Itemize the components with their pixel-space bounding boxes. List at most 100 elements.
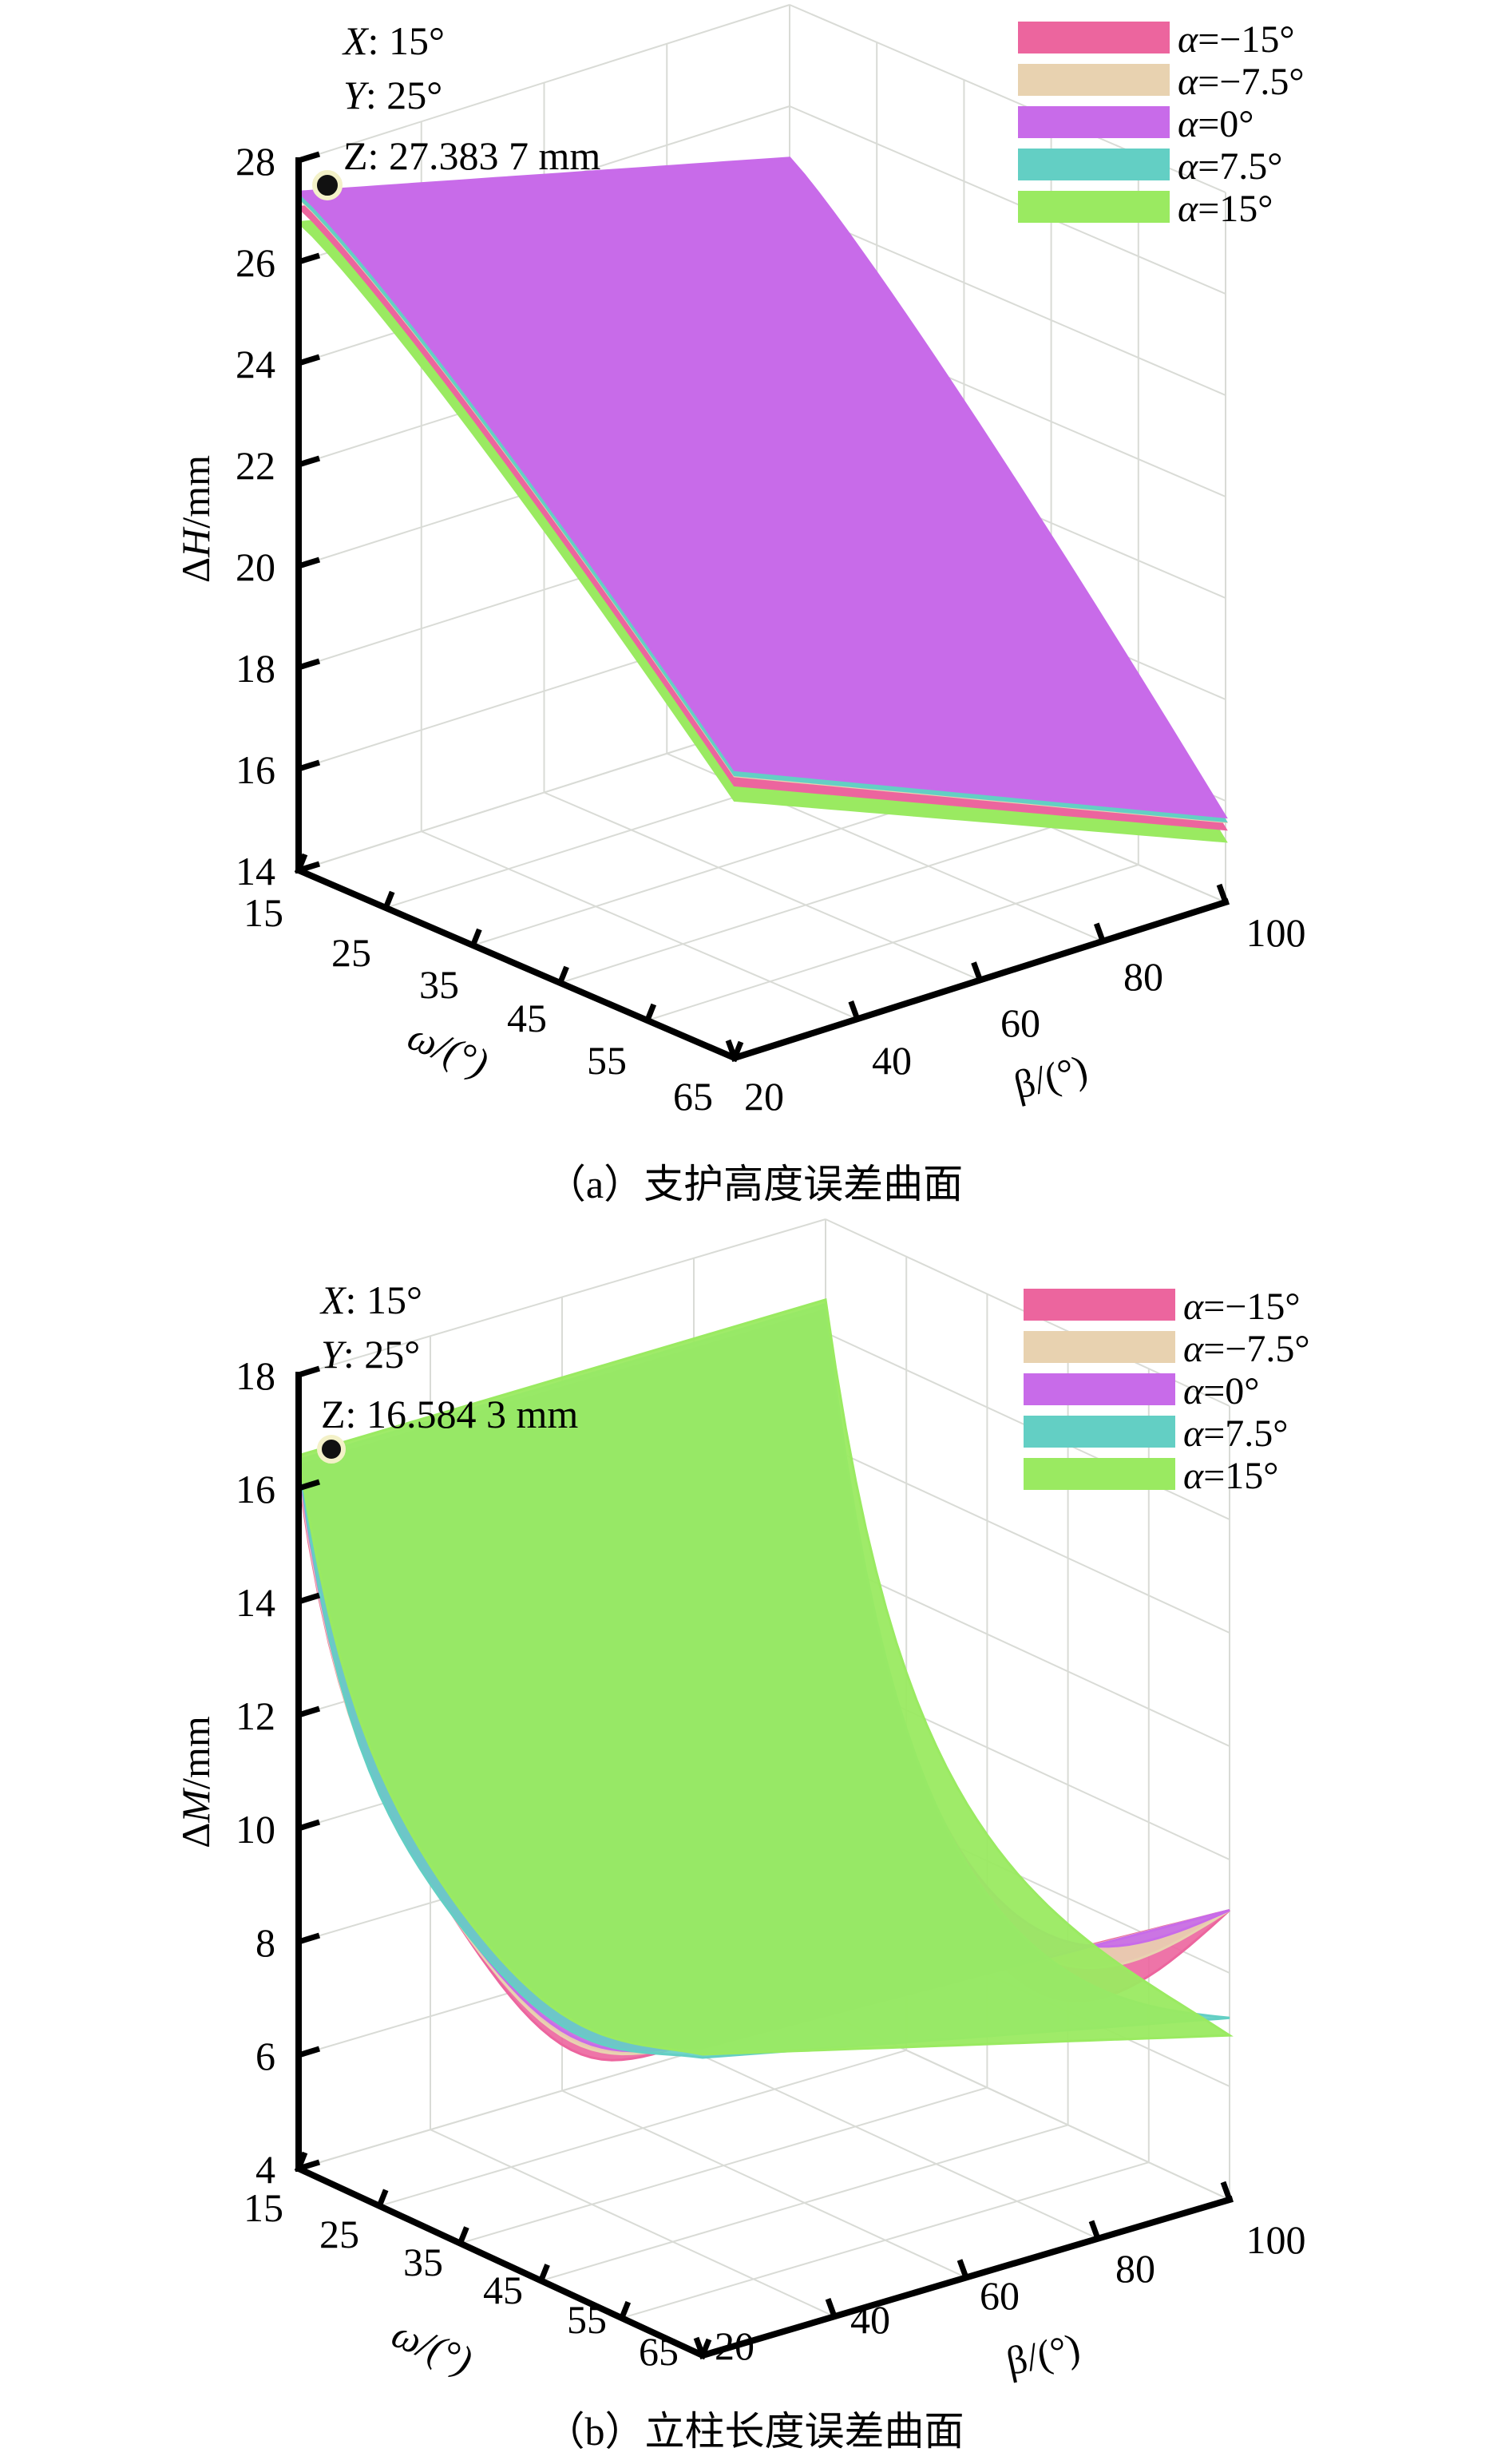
omega-tick-label: 65 bbox=[673, 1074, 713, 1119]
surface-series bbox=[295, 156, 1228, 819]
omega-tick-label: 35 bbox=[419, 962, 459, 1007]
z-tick bbox=[297, 1705, 321, 1718]
legend-swatch bbox=[1018, 191, 1170, 223]
floor-gridline bbox=[561, 2090, 967, 2279]
legend-swatch bbox=[1024, 1331, 1175, 1363]
beta-tick-label: 80 bbox=[1115, 2246, 1155, 2291]
chart-a-omega-axis bbox=[294, 866, 739, 1063]
beta-tick-label: 20 bbox=[744, 1074, 784, 1119]
z-tick-label: 6 bbox=[255, 2034, 275, 2078]
z-tick bbox=[297, 759, 321, 772]
legend-label: α=−15° bbox=[1178, 18, 1295, 61]
z-tick-label: 18 bbox=[236, 1353, 275, 1398]
beta-tick-label: 40 bbox=[850, 2297, 890, 2342]
datatip-marker[interactable] bbox=[317, 1435, 346, 1464]
legend-swatch bbox=[1018, 64, 1170, 96]
z-tick-label: 14 bbox=[236, 849, 275, 893]
legend-swatch bbox=[1024, 1416, 1175, 1448]
beta-tick-label: 100 bbox=[1246, 2217, 1306, 2262]
chart-a-ticks bbox=[295, 151, 1229, 1060]
chart-b-datatip: X: 15° Y: 25° Z: 16.584 3 mm bbox=[317, 1278, 578, 1464]
z-tick bbox=[297, 1819, 321, 1832]
side-wall-gridline bbox=[789, 207, 1226, 396]
side-wall-gridline bbox=[825, 1445, 1230, 1634]
z-tick-label: 16 bbox=[236, 1467, 275, 1511]
datatip-z: Z: 27.383 7 mm bbox=[343, 133, 600, 178]
beta-tick bbox=[825, 2298, 838, 2318]
z-tick-label: 4 bbox=[255, 2147, 275, 2192]
omega-tick-label: 15 bbox=[244, 2185, 283, 2230]
z-tick bbox=[297, 1592, 321, 1605]
chart-a-omega-axis-label: ω/(°) bbox=[402, 1013, 494, 1085]
z-tick bbox=[297, 2159, 321, 2172]
floor-gridline bbox=[544, 791, 980, 981]
omega-tick-label: 25 bbox=[331, 930, 371, 975]
omega-tick-label: 45 bbox=[483, 2268, 523, 2312]
omega-tick-label: 45 bbox=[507, 996, 547, 1040]
chart-a-beta-axis-label: β/(°) bbox=[1009, 1046, 1091, 1107]
omega-tick bbox=[619, 2300, 632, 2319]
chart-a-beta-tick-labels: 20 40 60 80 100 bbox=[744, 910, 1306, 1119]
chart-b-omega-tick-labels: 15 25 35 45 55 65 bbox=[244, 2185, 679, 2374]
z-tick bbox=[297, 2046, 321, 2058]
z-tick bbox=[297, 1479, 321, 1491]
chart-a-legend: α=−15°α=−7.5°α=0°α=7.5°α=15° bbox=[1018, 18, 1305, 230]
omega-tick bbox=[382, 890, 395, 909]
omega-tick bbox=[376, 2189, 389, 2208]
omega-tick-label: 35 bbox=[403, 2240, 443, 2284]
beta-tick bbox=[1220, 2181, 1233, 2201]
chart-a: 28 26 24 22 20 18 16 14 15 25 35 45 55 6… bbox=[173, 4, 1306, 1206]
chart-b-legend: α=−15°α=−7.5°α=0°α=7.5°α=15° bbox=[1024, 1285, 1310, 1497]
z-tick-label: 28 bbox=[236, 139, 275, 184]
legend-label: α=7.5° bbox=[1178, 145, 1282, 188]
legend-swatch bbox=[1018, 149, 1170, 180]
omega-tick-label: 15 bbox=[244, 890, 283, 935]
z-tick-label: 8 bbox=[255, 1920, 275, 1965]
beta-tick bbox=[693, 2336, 706, 2357]
chart-a-omega-tick-labels: 15 25 35 45 55 65 bbox=[244, 890, 713, 1119]
beta-tick bbox=[971, 961, 983, 981]
z-label-prefix: Δ bbox=[173, 557, 218, 583]
chart-b-z-axis-label: ΔM/mm bbox=[173, 1716, 218, 1848]
legend-label: α=0° bbox=[1178, 103, 1254, 145]
back-wall-gridline bbox=[298, 4, 790, 161]
z-tick bbox=[297, 252, 321, 265]
beta-tick bbox=[725, 1039, 738, 1060]
legend-label: α=15° bbox=[1178, 188, 1273, 230]
z-tick-label: 18 bbox=[236, 646, 275, 691]
omega-tick bbox=[457, 2226, 469, 2244]
z-tick bbox=[297, 455, 321, 468]
z-label-prefix: Δ bbox=[173, 1823, 218, 1848]
z-tick-label: 22 bbox=[236, 443, 275, 488]
beta-tick-label: 80 bbox=[1123, 954, 1163, 999]
omega-tick bbox=[538, 2264, 550, 2282]
omega-tick-label: 55 bbox=[587, 1038, 627, 1083]
floor-gridline bbox=[693, 2050, 1099, 2240]
z-tick-label: 12 bbox=[236, 1694, 275, 1738]
z-tick bbox=[297, 658, 321, 671]
chart-b: 18 16 14 12 10 8 6 4 15 25 35 45 55 65 2… bbox=[173, 1218, 1310, 2454]
chart-a-datatip: X: 15° Y: 25° Z: 27.383 7 mm bbox=[312, 18, 600, 200]
z-tick-label: 20 bbox=[236, 545, 275, 589]
chart-b-ticks bbox=[295, 1365, 1233, 2357]
floor-gridline bbox=[421, 830, 858, 1020]
beta-tick-label: 60 bbox=[980, 2273, 1020, 2318]
chart-a-surfaces bbox=[295, 156, 1228, 843]
legend-swatch bbox=[1024, 1289, 1175, 1321]
chart-b-omega-axis-label: ω/(°) bbox=[386, 2311, 478, 2383]
datatip-marker[interactable] bbox=[312, 170, 343, 200]
z-tick bbox=[297, 151, 321, 164]
beta-tick-label: 40 bbox=[872, 1038, 912, 1083]
omega-tick bbox=[644, 1003, 657, 1022]
side-wall-gridline bbox=[789, 105, 1226, 295]
beta-tick bbox=[1093, 922, 1106, 942]
beta-tick-label: 60 bbox=[1000, 1000, 1040, 1045]
legend-swatch bbox=[1018, 106, 1170, 138]
chart-a-z-tick-labels: 28 26 24 22 20 18 16 14 bbox=[236, 139, 275, 893]
legend-label: α=−15° bbox=[1183, 1285, 1301, 1328]
chart-b-omega-axis bbox=[294, 2164, 707, 2360]
chart-a-caption: （a）支护高度误差曲面 bbox=[546, 1162, 963, 1206]
z-tick bbox=[297, 354, 321, 366]
chart-a-z-axis-label: ΔH/mm bbox=[173, 455, 218, 583]
